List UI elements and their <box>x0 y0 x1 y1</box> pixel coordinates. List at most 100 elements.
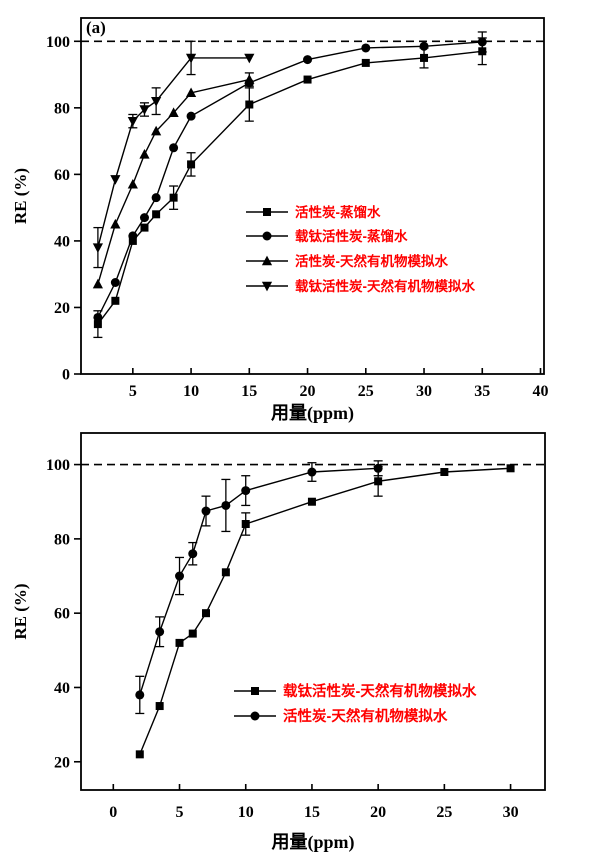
series-circle <box>93 31 487 322</box>
x-axis-label: 用量(ppm) <box>271 402 354 424</box>
x-tick-label: 15 <box>304 804 320 821</box>
series-line <box>139 467 379 696</box>
x-tick-label: 30 <box>416 383 432 400</box>
y-tick-label: 100 <box>46 34 70 51</box>
data-point-marker <box>188 629 197 638</box>
x-tick-label: 25 <box>358 383 374 400</box>
x-tick-label: 10 <box>238 804 254 821</box>
data-point-marker <box>128 231 138 241</box>
data-point-marker <box>506 464 515 473</box>
data-point-marker <box>188 549 198 559</box>
legend-label: 活性炭-天然有机物模拟水 <box>283 707 448 725</box>
x-tick-label: 0 <box>109 804 117 821</box>
x-tick-label: 10 <box>183 383 199 400</box>
data-point-marker <box>202 609 211 618</box>
x-tick-label: 25 <box>436 804 452 821</box>
plot-border <box>80 17 545 375</box>
legend-marker <box>263 208 271 216</box>
data-point-marker <box>135 750 144 759</box>
data-point-marker <box>127 178 138 189</box>
series-triangle-up <box>92 72 255 289</box>
data-point-marker <box>92 278 103 289</box>
data-point-marker <box>440 468 449 477</box>
data-point-marker <box>155 627 165 637</box>
x-axis-label: 用量(ppm) <box>271 831 354 853</box>
y-tick-label: 20 <box>54 754 70 771</box>
data-point-marker <box>241 486 251 496</box>
data-point-marker <box>420 53 429 62</box>
y-tick-label: 40 <box>54 680 70 697</box>
y-tick-label: 60 <box>54 606 70 623</box>
y-axis-label: RE (%) <box>11 168 30 224</box>
series-line <box>97 57 250 248</box>
y-axis-label: RE (%) <box>11 583 30 639</box>
top-chart: 5 10 15 20 25 30 35 40 0 20 40 60 80 100 活性炭-蒸馏水载钛活性炭-… <box>11 17 549 424</box>
x-tick-label: 35 <box>474 383 490 400</box>
legend-label: 载钛活性炭-天然有机物模拟水 <box>295 278 475 294</box>
y-tick-label: 60 <box>54 167 70 184</box>
data-point-marker <box>110 278 120 288</box>
series-triangle-down <box>92 40 255 269</box>
legend-label: 载钛活性炭-天然有机物模拟水 <box>283 682 477 700</box>
data-point-marker <box>221 500 231 510</box>
series-line <box>97 41 483 318</box>
x-tick-label: 20 <box>300 383 316 400</box>
x-tick-label: 40 <box>533 383 549 400</box>
legend-label: 载钛活性炭-蒸馏水 <box>295 228 408 244</box>
data-point-marker <box>373 463 383 473</box>
data-point-marker <box>168 107 179 118</box>
legend-marker <box>250 711 260 721</box>
data-point-marker <box>151 193 161 203</box>
data-point-marker <box>110 218 121 229</box>
data-point-marker <box>419 41 429 51</box>
y-tick-label: 0 <box>62 367 70 384</box>
data-point-marker <box>111 296 120 305</box>
data-point-marker <box>139 105 150 115</box>
data-point-marker <box>307 497 316 506</box>
x-tick-label: 20 <box>370 804 386 821</box>
data-point-marker <box>93 312 103 322</box>
data-point-marker <box>244 53 255 64</box>
x-tick-label: 5 <box>176 804 184 821</box>
data-point-marker <box>93 320 102 329</box>
data-point-marker <box>361 58 370 67</box>
data-point-marker <box>187 160 196 169</box>
data-point-marker <box>244 74 255 84</box>
data-point-marker <box>361 43 371 53</box>
legend-marker <box>261 281 273 292</box>
panel-label: (a) <box>86 18 106 37</box>
legend-marker <box>261 255 273 266</box>
bottom-chart: 0 5 10 15 20 25 30 20 40 60 80 100 载钛活性炭-天然有机物模拟水活性炭… <box>11 432 546 853</box>
data-point-marker <box>169 143 179 153</box>
y-tick-label: 100 <box>46 457 70 474</box>
legend-marker <box>262 231 272 241</box>
data-point-marker <box>175 571 185 581</box>
y-tick-label: 40 <box>54 233 70 250</box>
data-point-marker <box>128 236 137 245</box>
plot-border <box>80 432 546 791</box>
data-point-marker <box>245 100 254 109</box>
data-point-marker <box>241 520 250 529</box>
x-tick-label: 30 <box>503 804 519 821</box>
series-line <box>97 50 483 325</box>
data-point-marker <box>92 243 103 253</box>
data-point-marker <box>201 506 211 516</box>
data-point-marker <box>477 37 487 47</box>
data-point-marker <box>303 75 312 84</box>
legend: 活性炭-蒸馏水载钛活性炭-蒸馏水活性炭-天然有机物模拟水载钛活性炭-天然有机物模… <box>246 204 475 294</box>
data-point-marker <box>151 125 162 136</box>
x-tick-label: 15 <box>241 383 257 400</box>
data-point-marker <box>110 175 121 185</box>
data-point-marker <box>374 477 383 486</box>
data-point-marker <box>221 568 230 577</box>
y-tick-label: 80 <box>54 100 70 117</box>
data-point-marker <box>185 87 197 98</box>
legend-label: 活性炭-蒸馏水 <box>295 204 381 220</box>
legend-marker <box>251 687 259 695</box>
data-point-marker <box>175 638 184 647</box>
data-point-marker <box>155 702 164 711</box>
series-circle <box>135 460 383 715</box>
